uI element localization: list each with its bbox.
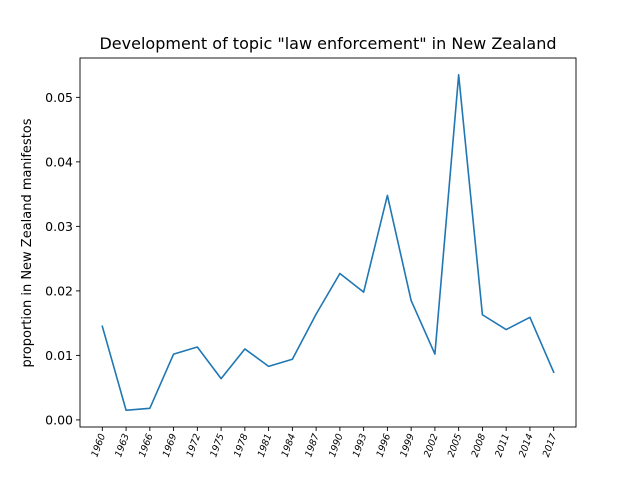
y-tick-label: 0.00 [45,412,73,427]
y-tick-label: 0.05 [45,90,73,105]
axes-frame [79,57,577,428]
y-tick-label: 0.04 [45,154,73,169]
chart-title: Development of topic "law enforcement" i… [99,34,556,53]
y-tick-label: 0.01 [45,348,73,363]
series-line [101,73,555,412]
y-tick-label: 0.02 [45,283,73,298]
y-tick-label: 0.03 [45,219,73,234]
y-axis-label: proportion in New Zealand manifestos [20,118,35,367]
